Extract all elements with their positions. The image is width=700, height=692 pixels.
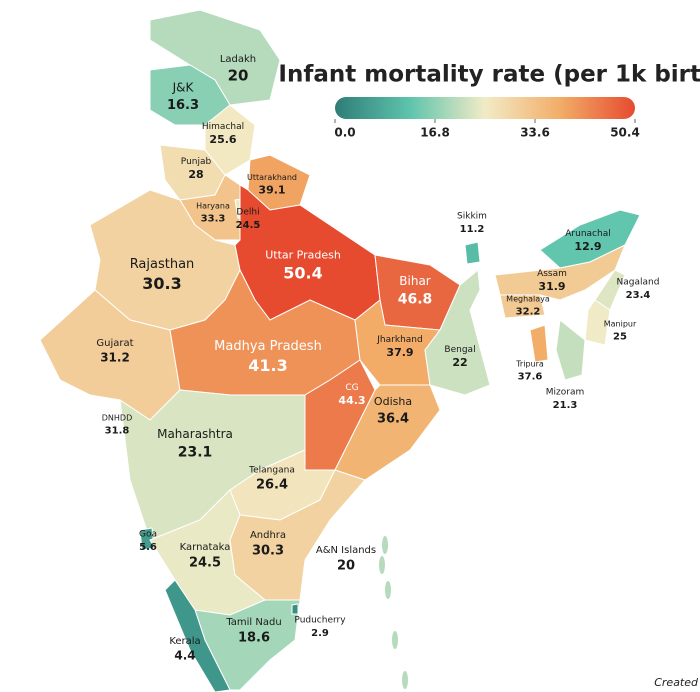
region (164, 579, 231, 692)
region-name: Rajasthan (130, 257, 195, 272)
region (229, 469, 366, 601)
region-value: 12.9 (574, 240, 601, 253)
region (539, 209, 641, 269)
region-name: Assam (537, 269, 567, 279)
island (379, 556, 385, 574)
region-name: Karnataka (180, 542, 231, 553)
region-value: 33.3 (201, 213, 226, 224)
region-value: 18.6 (238, 631, 270, 646)
region-value: 31.8 (105, 425, 130, 436)
region-name: Punjab (181, 157, 212, 167)
region-value: 11.2 (460, 224, 485, 235)
title: Infant mortality rate (per 1k births) (278, 62, 700, 88)
region-name: Nagaland (617, 278, 660, 288)
region-value: 37.9 (386, 346, 413, 359)
region (424, 269, 491, 396)
region-value: 23.1 (178, 445, 213, 461)
region-value: 31.9 (538, 280, 565, 293)
region-value: 50.4 (283, 263, 322, 282)
region-value: 4.4 (174, 649, 195, 663)
region (464, 241, 481, 265)
region-name: Mizoram (546, 388, 584, 398)
region-name: Meghalaya (506, 295, 550, 304)
region-value: 32.2 (516, 306, 541, 317)
region-name: Sikkim (457, 212, 487, 222)
region (149, 9, 281, 106)
region-value: 30.3 (252, 544, 284, 559)
colorbar (335, 97, 635, 119)
region-value: 21.3 (553, 400, 578, 411)
region-name: Bihar (399, 274, 431, 288)
colorbar-ticks: 0.0 16.8 33.6 50.4 (334, 119, 640, 140)
region-name: Andhra (250, 530, 286, 541)
region-value: 23.4 (626, 290, 651, 301)
island (402, 671, 408, 689)
regions (39, 9, 641, 692)
region-value: 41.3 (248, 356, 287, 375)
region-value: 37.6 (518, 371, 543, 382)
island (382, 536, 388, 554)
region-name: Maharashtra (157, 427, 233, 441)
region-name: Puducherry (294, 616, 346, 626)
region-name: Uttarakhand (247, 173, 297, 182)
region-value: 24.5 (236, 220, 261, 231)
region-value: 16.3 (167, 98, 199, 113)
region-value: 25 (613, 331, 627, 342)
region-name: Madhya Pradesh (214, 339, 322, 354)
region-name: Telangana (248, 466, 295, 476)
colorbar-tick-label: 0.0 (334, 126, 355, 140)
region-name: Himachal (202, 122, 244, 132)
island (385, 581, 391, 599)
region-value: 24.5 (189, 556, 221, 571)
region-name: A&N Islands (316, 545, 376, 556)
region-name: Bengal (444, 345, 475, 355)
region (291, 603, 299, 615)
colorbar-tick-label: 33.6 (520, 126, 550, 140)
region-value: 20 (228, 67, 249, 85)
region-name: Arunachal (565, 229, 610, 239)
footer: Created (654, 676, 699, 689)
island (392, 631, 398, 649)
region (529, 324, 549, 363)
region-value: 44.3 (338, 394, 365, 407)
region-name: Jharkhand (376, 335, 422, 345)
region-value: 31.2 (100, 351, 130, 365)
region-value: 25.6 (209, 133, 236, 146)
region-name: Goa (139, 530, 157, 540)
region-name: Tripura (515, 360, 544, 369)
region-name: Ladakh (220, 54, 256, 65)
region (584, 299, 611, 346)
region-name: CG (345, 383, 358, 393)
region-name: Manipur (604, 320, 637, 329)
region-name: Gujarat (96, 338, 133, 349)
region-value: 39.1 (258, 183, 285, 196)
region-value: 5.6 (139, 542, 157, 553)
region-value: 26.4 (256, 478, 288, 493)
region-value: 22 (452, 356, 467, 369)
region-value: 20 (337, 559, 355, 574)
colorbar-tick-label: 16.8 (420, 126, 450, 140)
region-name: Tamil Nadu (225, 617, 281, 628)
colorbar-tick-label: 50.4 (610, 126, 640, 140)
region (555, 319, 586, 381)
region-name: DNHDD (102, 414, 132, 423)
region-value: 2.9 (311, 628, 329, 639)
region-name: Uttar Pradesh (265, 248, 341, 261)
region-value: 28 (188, 168, 203, 181)
region-name: Delhi (236, 208, 259, 218)
region-name: J&K (172, 81, 195, 95)
region-value: 46.8 (398, 292, 433, 308)
region-name: Odisha (374, 395, 412, 408)
region (499, 294, 546, 319)
region-value: 30.3 (142, 274, 181, 293)
region (139, 527, 155, 551)
region-name: Kerala (169, 636, 200, 647)
region-name: Haryana (196, 202, 230, 211)
region-value: 36.4 (377, 411, 409, 426)
